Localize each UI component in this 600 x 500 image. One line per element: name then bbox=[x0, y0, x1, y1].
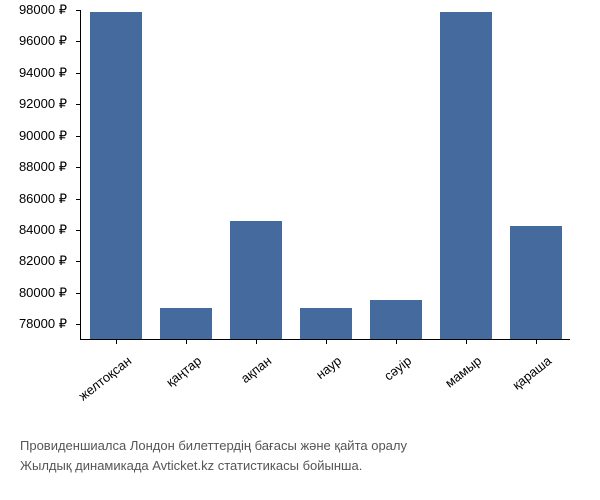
bar bbox=[300, 308, 353, 339]
x-tick-label: ақпан bbox=[210, 353, 274, 408]
y-tick-label: 82000 ₽ bbox=[19, 253, 67, 269]
x-axis-labels: желтоқсанқаңтарақпаннаурсәуірмамырқараша bbox=[80, 345, 570, 425]
y-tick-label: 84000 ₽ bbox=[19, 222, 67, 238]
x-tick-label: қаңтар bbox=[140, 353, 204, 408]
y-tick-label: 88000 ₽ bbox=[19, 159, 67, 175]
y-tick-label: 98000 ₽ bbox=[19, 2, 67, 18]
y-tick-label: 86000 ₽ bbox=[19, 191, 67, 207]
plot-area bbox=[80, 10, 570, 340]
x-tick-label: желтоқсан bbox=[70, 353, 134, 408]
y-tick-label: 94000 ₽ bbox=[19, 65, 67, 81]
y-tick-label: 80000 ₽ bbox=[19, 285, 67, 301]
y-tick-label: 90000 ₽ bbox=[19, 128, 67, 144]
chart-caption: Провиденшиалса Лондон билеттердің бағасы… bbox=[20, 436, 407, 475]
bar bbox=[440, 12, 493, 339]
bar bbox=[510, 226, 563, 339]
bar bbox=[370, 300, 423, 339]
x-tick-label: мамыр bbox=[420, 353, 484, 408]
y-tick-label: 96000 ₽ bbox=[19, 33, 67, 49]
x-tick-label: наур bbox=[280, 353, 344, 408]
x-tick-label: қараша bbox=[490, 353, 554, 408]
x-tick-label: сәуір bbox=[350, 353, 414, 408]
caption-line-2: Жылдық динамикада Avticket.kz статистика… bbox=[20, 456, 407, 476]
bar bbox=[90, 12, 143, 339]
y-axis: 78000 ₽ 80000 ₽ 82000 ₽ 84000 ₽ 86000 ₽ 88000… bbox=[0, 0, 75, 350]
bar bbox=[160, 308, 213, 339]
y-tick-label: 92000 ₽ bbox=[19, 96, 67, 112]
y-tick-label: 78000 ₽ bbox=[19, 316, 67, 332]
caption-line-1: Провиденшиалса Лондон билеттердің бағасы… bbox=[20, 436, 407, 456]
bar bbox=[230, 221, 283, 339]
